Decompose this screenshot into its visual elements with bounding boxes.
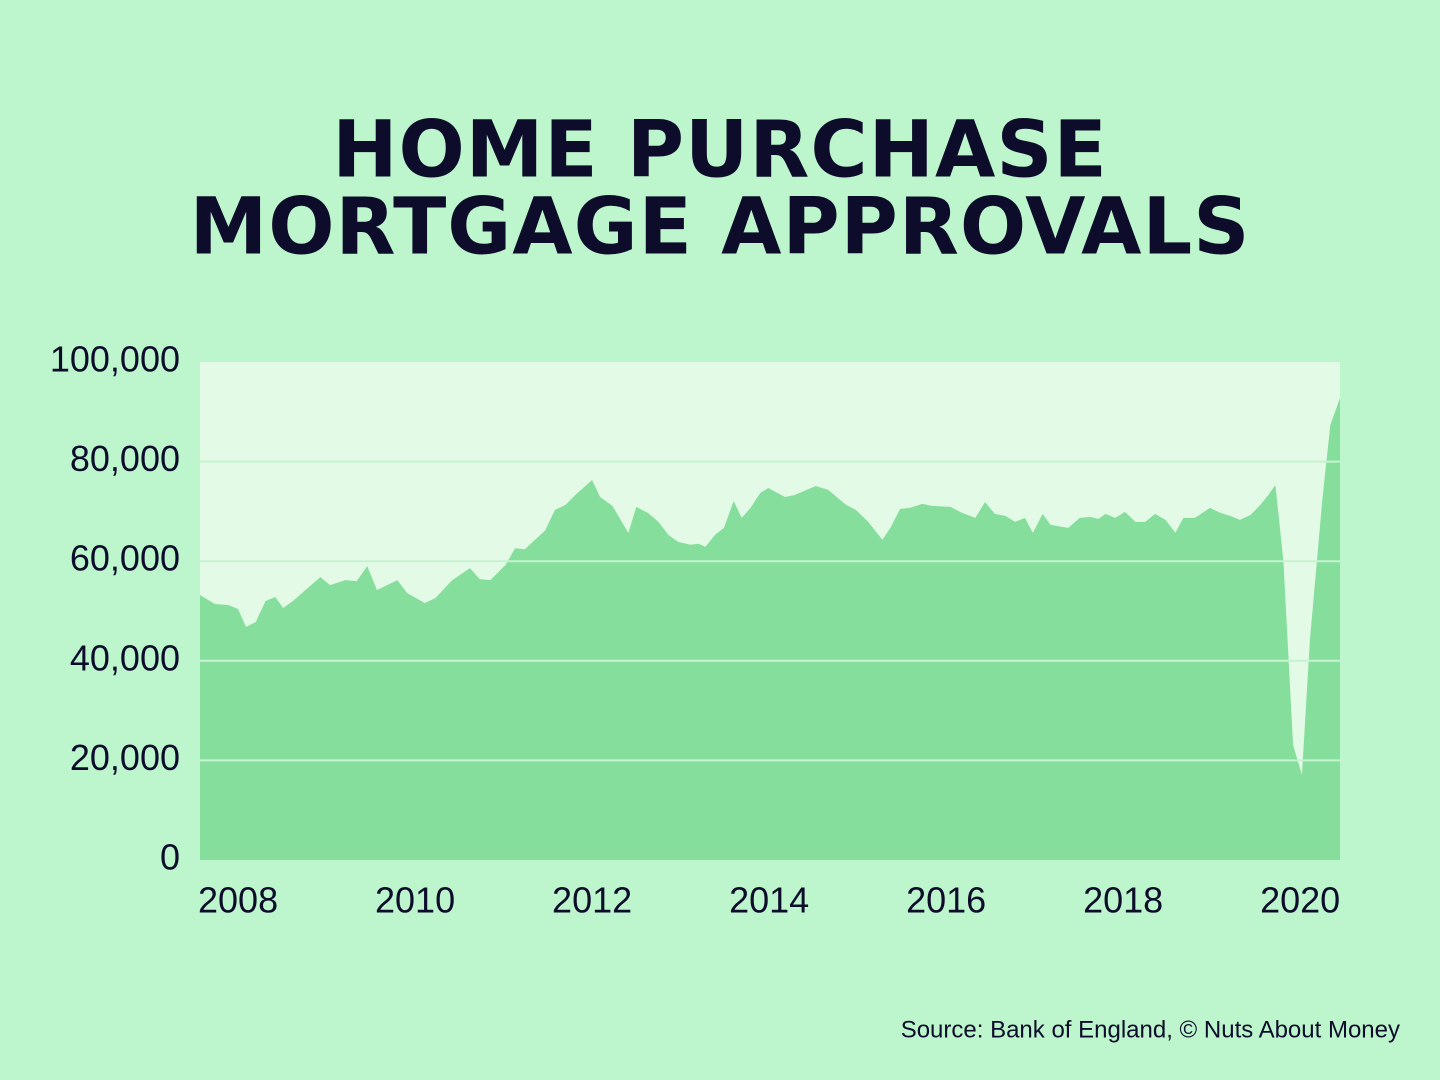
y-tick-label: 100,000 bbox=[50, 339, 180, 380]
x-tick-label: 2014 bbox=[729, 880, 809, 921]
chart-title: MORTGAGE APPROVALS bbox=[190, 182, 1251, 272]
y-tick-label: 80,000 bbox=[70, 438, 180, 479]
y-tick-label: 20,000 bbox=[70, 737, 180, 778]
source-note: Source: Bank of England, © Nuts About Mo… bbox=[901, 1016, 1400, 1043]
area bbox=[200, 397, 1340, 860]
x-tick-label: 2008 bbox=[198, 880, 278, 921]
x-tick-label: 2016 bbox=[906, 880, 986, 921]
x-tick-label: 2018 bbox=[1083, 880, 1163, 921]
chart-title: HOME PURCHASE bbox=[332, 105, 1108, 195]
x-tick-label: 2010 bbox=[375, 880, 455, 921]
x-tick-label: 2020 bbox=[1260, 880, 1340, 921]
y-tick-label: 60,000 bbox=[70, 538, 180, 579]
x-tick-label: 2012 bbox=[552, 880, 632, 921]
y-tick-label: 40,000 bbox=[70, 637, 180, 678]
y-tick-label: 0 bbox=[160, 837, 180, 878]
